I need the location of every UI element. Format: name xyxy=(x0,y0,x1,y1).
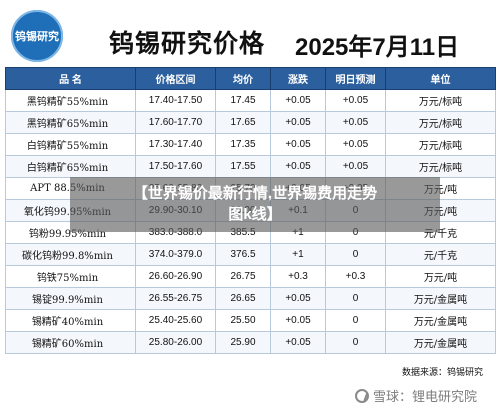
table-cell: +0.05 xyxy=(270,155,326,178)
table-cell: +0.05 xyxy=(325,89,386,112)
column-header: 单位 xyxy=(385,67,496,90)
table-cell: 万元/标吨 xyxy=(385,89,496,112)
table-cell: +0.05 xyxy=(270,331,326,354)
table-cell: 锡精矿60%min xyxy=(5,331,136,354)
table-cell: 17.40-17.50 xyxy=(135,89,216,112)
headline-line-1: 【世界锡价最新行情,世界锡费用走势 xyxy=(132,185,378,202)
column-header: 涨跌 xyxy=(270,67,326,90)
table-cell: 0 xyxy=(325,287,386,310)
table-cell: +0.05 xyxy=(270,133,326,156)
table-cell: 万元/标吨 xyxy=(385,155,496,178)
table-cell: 25.40-25.60 xyxy=(135,309,216,332)
table-cell: 万元/标吨 xyxy=(385,133,496,156)
table-row: 碳化钨粉99.8%min 374.0-379.0 376.5 +1 0 元/千克 xyxy=(5,243,496,266)
table-cell: 0 xyxy=(325,243,386,266)
table-cell: +0.05 xyxy=(270,287,326,310)
table-cell: +0.3 xyxy=(270,265,326,288)
table-cell: +0.05 xyxy=(270,89,326,112)
table-row: 黑钨精矿65%min 17.60-17.70 17.65 +0.05 +0.05 万元/标… xyxy=(5,111,496,134)
table-cell: +0.05 xyxy=(325,111,386,134)
table-row: 白钨精矿55%min 17.30-17.40 17.35 +0.05 +0.05 万元/标… xyxy=(5,133,496,156)
headline-banner[interactable]: 【世界锡价最新行情,世界锡费用走势 图k线】 xyxy=(70,177,440,232)
table-cell: 白钨精矿65%min xyxy=(5,155,136,178)
column-header: 均价 xyxy=(215,67,271,90)
table-cell: +0.05 xyxy=(325,155,386,178)
column-header: 价格区间 xyxy=(135,67,216,90)
table-cell: +1 xyxy=(270,243,326,266)
column-header: 明日预测 xyxy=(325,67,386,90)
table-row: 锡精矿60%min 25.80-26.00 25.90 +0.05 0 万元/金属吨 xyxy=(5,331,496,354)
table-cell: +0.05 xyxy=(270,111,326,134)
price-sheet: 钨锡研究 钨锡研究价格 2025年7月11日 品 名 价格区间 均价 涨跌 明日… xyxy=(5,6,496,404)
table-cell: 25.80-26.00 xyxy=(135,331,216,354)
table-cell: 碳化钨粉99.8%min xyxy=(5,243,136,266)
table-cell: 万元/金属吨 xyxy=(385,331,496,354)
table-cell: 17.55 xyxy=(215,155,271,178)
table-cell: +0.05 xyxy=(325,133,386,156)
table-cell: +0.3 xyxy=(325,265,386,288)
table-cell: 17.30-17.40 xyxy=(135,133,216,156)
table-cell: 黑钨精矿65%min xyxy=(5,111,136,134)
table-cell: 0 xyxy=(325,331,386,354)
table-cell: 17.35 xyxy=(215,133,271,156)
table-cell: 26.55-26.75 xyxy=(135,287,216,310)
table-cell: 17.45 xyxy=(215,89,271,112)
headline-line-2: 图k线】 xyxy=(228,206,282,223)
logo: 钨锡研究 xyxy=(11,10,63,62)
watermark: 雪球：锂电研究院 xyxy=(354,386,477,405)
logo-text: 钨锡研究 xyxy=(15,31,59,43)
table-cell: 26.65 xyxy=(215,287,271,310)
table-cell: 万元/金属吨 xyxy=(385,287,496,310)
table-cell: 25.90 xyxy=(215,331,271,354)
table-cell: 17.65 xyxy=(215,111,271,134)
header: 钨锡研究 钨锡研究价格 2025年7月11日 xyxy=(5,6,495,66)
data-source: 数据来源：钨锡研究 xyxy=(401,368,483,378)
table-cell: 白钨精矿55%min xyxy=(5,133,136,156)
logo-ring xyxy=(11,10,63,62)
table-cell: 17.50-17.60 xyxy=(135,155,216,178)
table-cell: 锡精矿40%min xyxy=(5,309,136,332)
table-cell: 万元/吨 xyxy=(385,265,496,288)
report-date: 2025年7月11日 xyxy=(295,34,460,61)
snowball-icon xyxy=(354,388,369,403)
watermark-text: 雪球：锂电研究院 xyxy=(372,389,477,404)
page-title: 钨锡研究价格 xyxy=(109,29,266,58)
table-cell: 钨铁75%min xyxy=(5,265,136,288)
table-cell: 26.75 xyxy=(215,265,271,288)
column-header: 品 名 xyxy=(5,67,136,90)
table-cell: 万元/金属吨 xyxy=(385,309,496,332)
table-row: 钨铁75%min 26.60-26.90 26.75 +0.3 +0.3 万元/吨 xyxy=(5,265,496,288)
table-cell: 万元/标吨 xyxy=(385,111,496,134)
table-row: 锡精矿40%min 25.40-25.60 25.50 +0.05 0 万元/金属吨 xyxy=(5,309,496,332)
table-cell: 黑钨精矿55%min xyxy=(5,89,136,112)
table-header-row: 品 名 价格区间 均价 涨跌 明日预测 单位 xyxy=(5,67,496,90)
table-cell: 元/千克 xyxy=(385,243,496,266)
table-cell: 26.60-26.90 xyxy=(135,265,216,288)
table-cell: 17.60-17.70 xyxy=(135,111,216,134)
table-row: 黑钨精矿55%min 17.40-17.50 17.45 +0.05 +0.05 万元/标… xyxy=(5,89,496,112)
table-cell: 0 xyxy=(325,309,386,332)
table-cell: +0.05 xyxy=(270,309,326,332)
table-cell: 376.5 xyxy=(215,243,271,266)
table-row: 白钨精矿65%min 17.50-17.60 17.55 +0.05 +0.05 万元/标… xyxy=(5,155,496,178)
table-row: 锡锭99.9%min 26.55-26.75 26.65 +0.05 0 万元/金属吨 xyxy=(5,287,496,310)
table-cell: 锡锭99.9%min xyxy=(5,287,136,310)
table-cell: 374.0-379.0 xyxy=(135,243,216,266)
table-cell: 25.50 xyxy=(215,309,271,332)
